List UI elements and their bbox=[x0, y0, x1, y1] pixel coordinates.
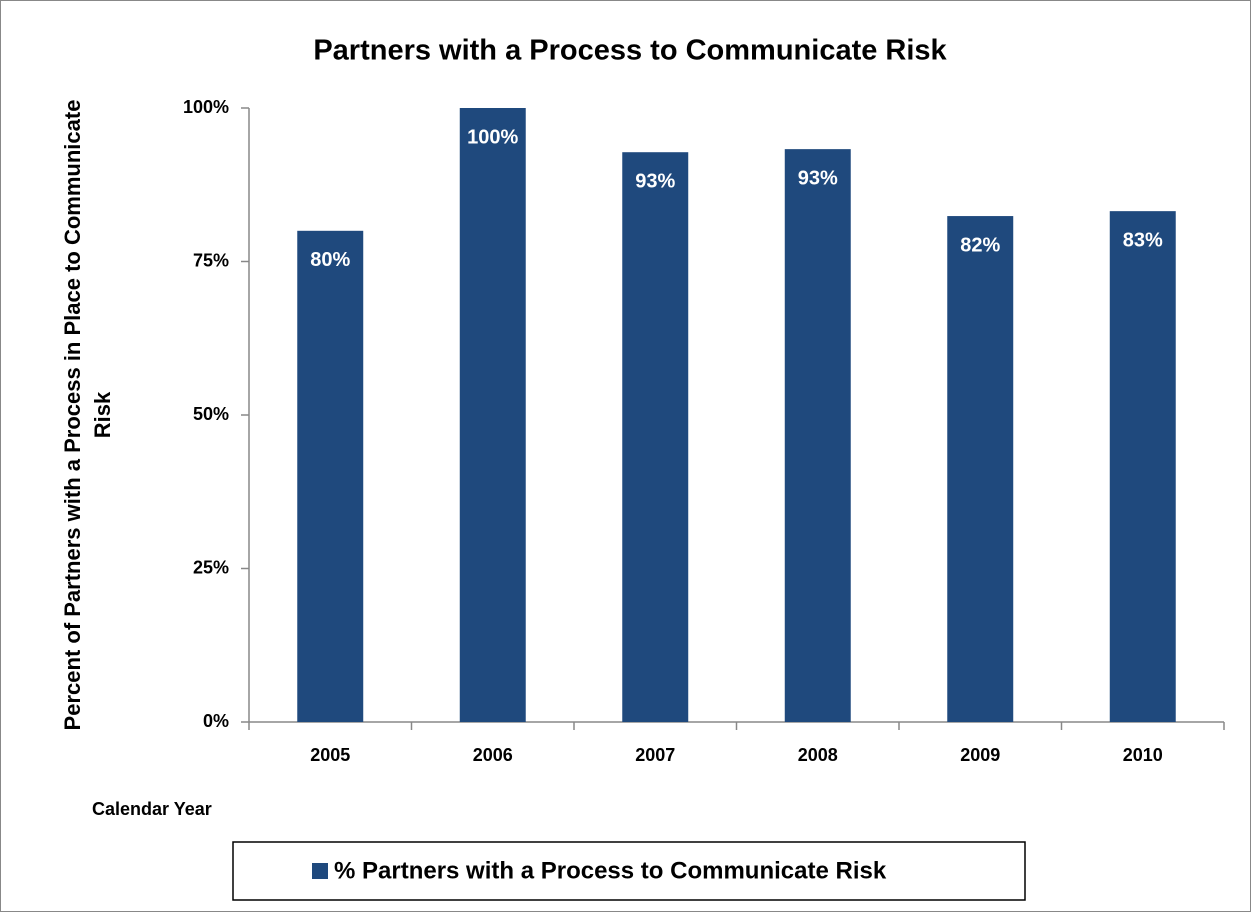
x-tick-label: 2010 bbox=[1123, 745, 1163, 765]
y-axis-title: Percent of Partners with a Process in Pl… bbox=[60, 99, 115, 731]
legend-swatch bbox=[312, 863, 328, 879]
bar bbox=[459, 108, 526, 722]
data-label: 93% bbox=[635, 170, 675, 192]
x-tick-label: 2006 bbox=[473, 745, 513, 765]
x-tick-label: 2007 bbox=[635, 745, 675, 765]
x-axis-title: Calendar Year bbox=[92, 799, 212, 819]
bar bbox=[622, 152, 689, 722]
bar bbox=[784, 149, 851, 722]
y-tick-label: 100% bbox=[183, 97, 229, 117]
data-label: 83% bbox=[1123, 229, 1163, 251]
y-tick-label: 25% bbox=[193, 557, 229, 577]
y-tick-label: 75% bbox=[193, 250, 229, 270]
bar bbox=[297, 230, 364, 723]
legend-box bbox=[232, 841, 1026, 901]
legend-label: % Partners with a Process to Communicate… bbox=[334, 857, 887, 884]
y-tick-label: 0% bbox=[203, 711, 229, 731]
y-tick-label: 50% bbox=[193, 404, 229, 424]
x-tick-label: 2005 bbox=[310, 745, 350, 765]
bar bbox=[1109, 211, 1176, 723]
x-tick-label: 2008 bbox=[798, 745, 838, 765]
data-label: 82% bbox=[960, 234, 1000, 256]
x-tick-label: 2009 bbox=[960, 745, 1000, 765]
bar bbox=[947, 216, 1014, 722]
data-label: 93% bbox=[798, 167, 838, 189]
data-label: 80% bbox=[310, 249, 350, 271]
chart-title: Partners with a Process to Communicate R… bbox=[313, 35, 947, 67]
data-label: 100% bbox=[467, 126, 518, 148]
